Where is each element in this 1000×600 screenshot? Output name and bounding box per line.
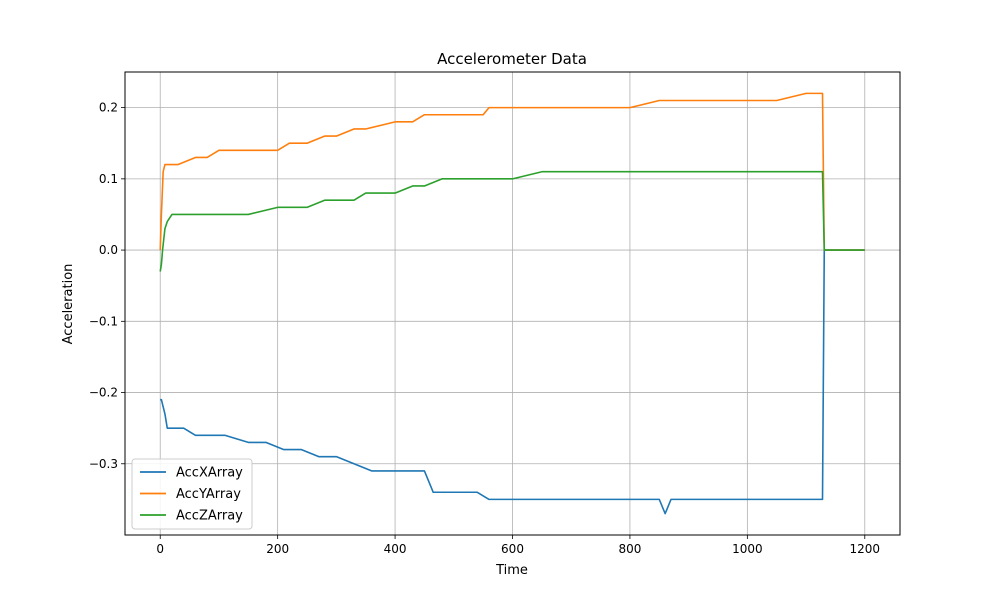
x-tick-label: 200 <box>266 542 289 556</box>
legend: AccXArray AccYArray AccZArray <box>131 458 253 530</box>
y-tick-label: −0.2 <box>89 386 118 400</box>
x-axis-title: Time <box>495 563 528 578</box>
legend-label: AccXArray <box>176 466 243 481</box>
series-line-accyarray <box>159 92 865 251</box>
y-tick-label: 0.0 <box>99 243 118 257</box>
legend-box <box>131 458 253 530</box>
y-tick-label: 0.2 <box>99 101 118 115</box>
legend-label: AccYArray <box>176 487 241 502</box>
x-tick-label: 600 <box>501 542 524 556</box>
x-tick-label: 800 <box>618 542 641 556</box>
series-line-accxarray <box>160 249 865 515</box>
grid <box>125 72 900 535</box>
series-lines <box>159 92 865 515</box>
x-tick-label: 1000 <box>732 542 763 556</box>
legend-label: AccZArray <box>176 509 243 524</box>
y-axis-title: Acceleration <box>61 264 76 345</box>
x-tick-label: 0 <box>156 542 164 556</box>
x-tick-label: 400 <box>384 542 407 556</box>
chart-title: Accelerometer Data <box>437 50 587 68</box>
series-line-acczarray <box>159 170 865 272</box>
y-tick-label: −0.3 <box>89 457 118 471</box>
y-tick-label: 0.1 <box>99 172 118 186</box>
x-tick-label: 1200 <box>849 542 880 556</box>
y-tick-label: −0.1 <box>89 314 118 328</box>
axis-ticks: 0 200 400 600 800 1000 1200 −0.3 −0.2 −0.1 0.0 0.1 0… <box>89 101 880 556</box>
